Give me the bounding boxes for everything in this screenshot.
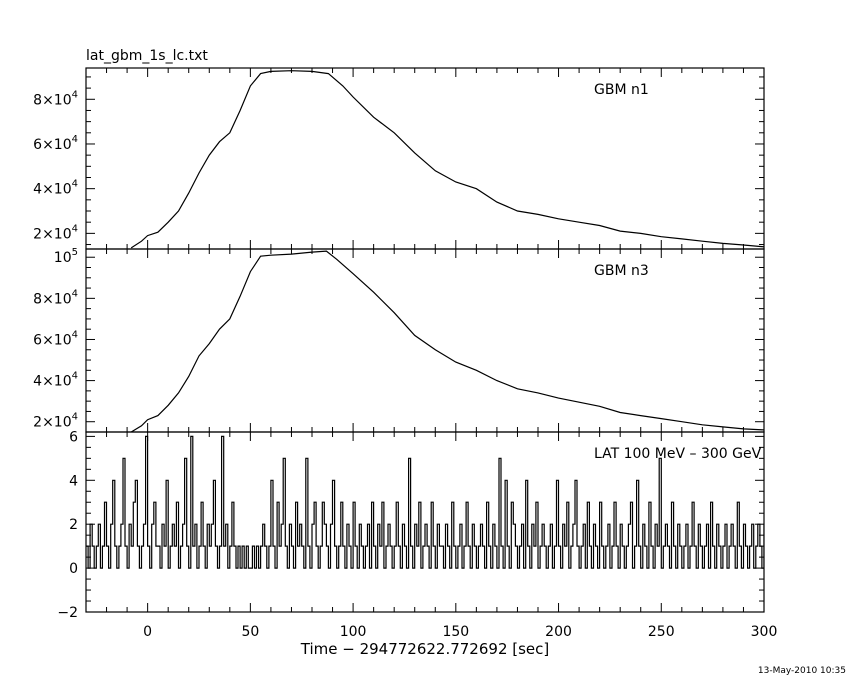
panel-label: LAT 100 MeV – 300 GeV bbox=[594, 446, 762, 462]
panel-1: 2×104 4×104 6×104 8×104 GBM n1 bbox=[33, 67, 765, 250]
panel-frame bbox=[85, 67, 765, 250]
y-tick-label: 6×104 bbox=[33, 329, 78, 348]
panel-frame bbox=[85, 431, 765, 613]
y-tick-label: 4×104 bbox=[33, 371, 78, 390]
y-tick-label: 2×104 bbox=[33, 412, 78, 431]
x-tick-label: 250 bbox=[648, 624, 675, 640]
file-label: lat_gbm_1s_lc.txt bbox=[86, 48, 208, 64]
y-tick-label: 0 bbox=[69, 561, 78, 577]
panel-label: GBM n1 bbox=[594, 82, 649, 98]
x-tick-label: 0 bbox=[143, 624, 152, 640]
y-tick-label: 4 bbox=[69, 473, 78, 489]
panel-2: 2×104 4×104 6×104 8×104 105 GBM n3 bbox=[33, 247, 765, 433]
x-tick-label: 300 bbox=[751, 624, 778, 640]
y-tick-label: 105 bbox=[54, 247, 78, 266]
panel-3: −2 0 2 4 6 LAT 100 MeV – 300 GeV bbox=[57, 429, 765, 621]
footer-timestamp: 13-May-2010 10:35 bbox=[758, 666, 846, 676]
x-axis-title: Time − 294772622.772692 [sec] bbox=[300, 640, 550, 658]
series-line bbox=[130, 250, 764, 432]
y-tick-label: 8×104 bbox=[33, 89, 78, 108]
y-tick-label: 6 bbox=[69, 429, 78, 445]
y-tick-label: 2 bbox=[69, 517, 78, 533]
panel-label: GBM n3 bbox=[594, 263, 649, 279]
x-tick-label: 50 bbox=[241, 624, 259, 640]
x-tick-label: 100 bbox=[340, 624, 367, 640]
series-line bbox=[130, 70, 764, 249]
y-tick-label: 8×104 bbox=[33, 288, 78, 307]
panel-frame bbox=[85, 248, 765, 433]
x-axis-tick-labels: 0 50 100 150 200 250 300 bbox=[143, 624, 777, 640]
x-tick-label: 150 bbox=[442, 624, 469, 640]
y-tick-label: −2 bbox=[57, 605, 78, 621]
y-tick-label: 6×104 bbox=[33, 134, 78, 153]
panels: 2×104 4×104 6×104 8×104 GBM n1 2×104 4×104 6×10… bbox=[33, 67, 765, 621]
x-tick-label: 200 bbox=[545, 624, 572, 640]
series-line bbox=[86, 435, 764, 569]
y-tick-label: 4×104 bbox=[33, 179, 78, 198]
y-tick-label: 2×104 bbox=[33, 223, 78, 242]
